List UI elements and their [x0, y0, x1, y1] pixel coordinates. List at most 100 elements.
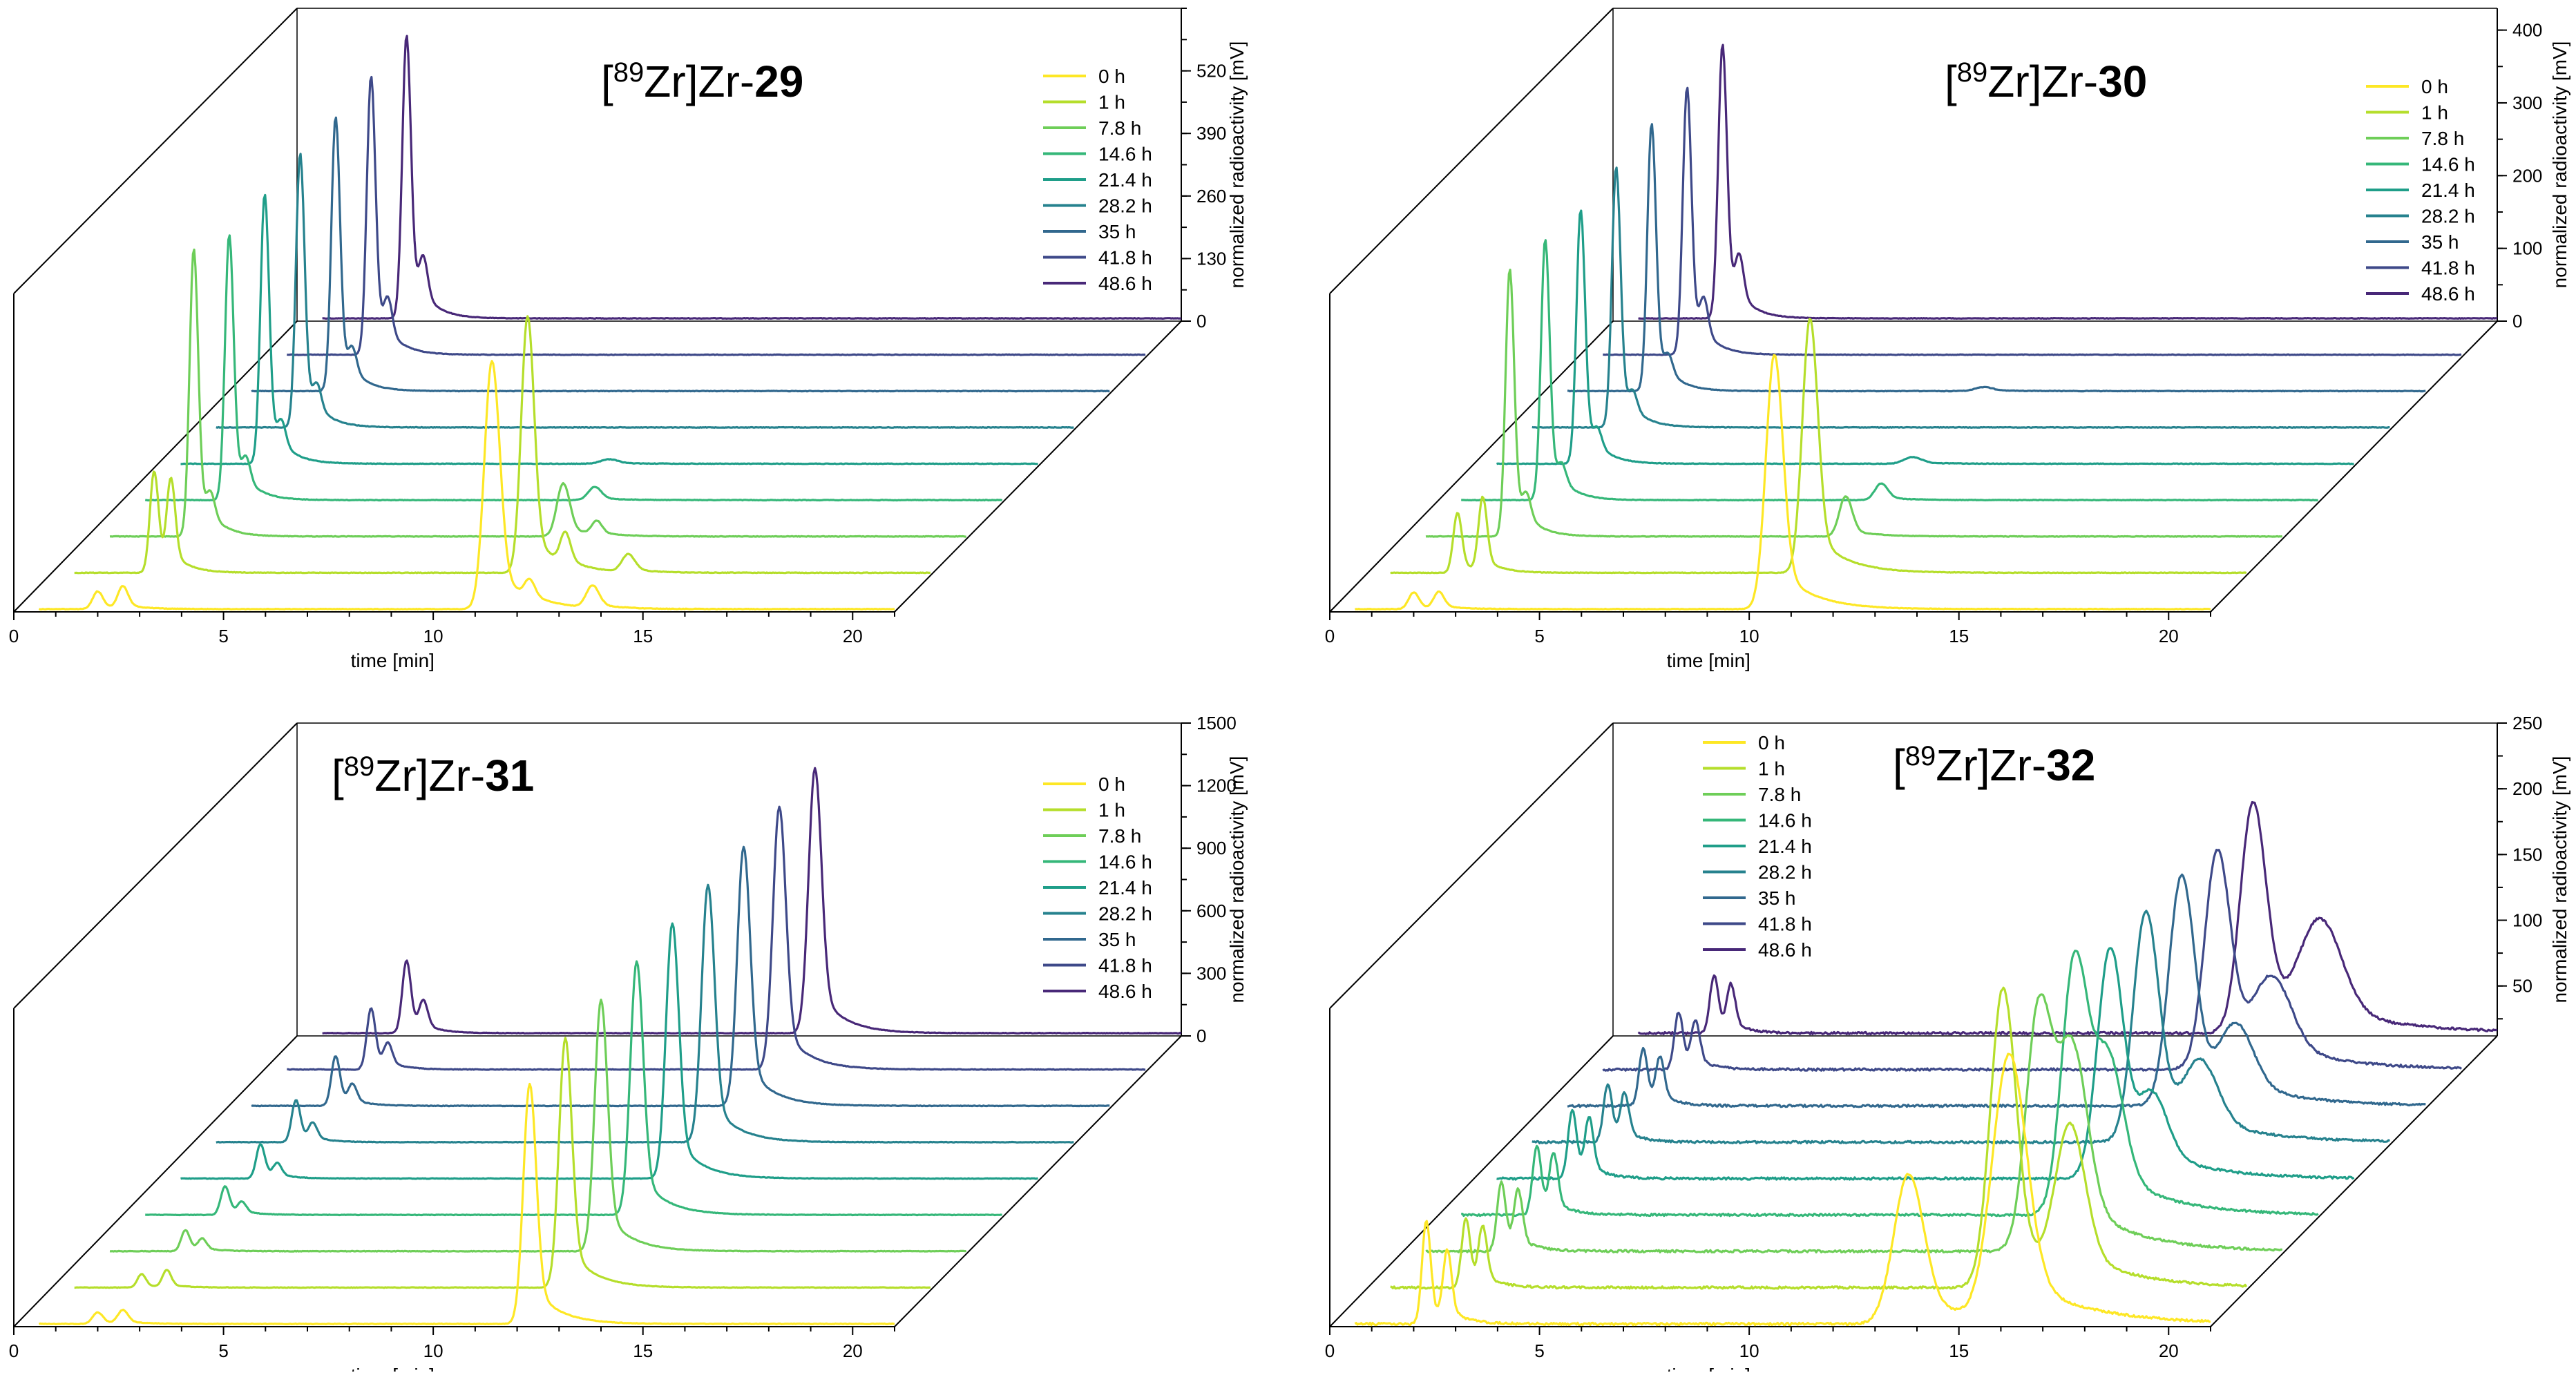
- x-tick-label: 20: [843, 1340, 863, 1361]
- floor-right-edge: [894, 320, 1182, 613]
- floor-right-edge: [2210, 320, 2498, 613]
- legend-label: 7.8 h: [1098, 117, 1141, 139]
- y-tick-label: 130: [1196, 248, 1226, 269]
- panel-32: 0 5 10 15 20 time [min] 50 100 150 200 250 normaliz…: [1325, 713, 2570, 1375]
- series-line-14-6-h: [145, 960, 1002, 1217]
- legend-label: 14.6 h: [1098, 144, 1152, 165]
- y-axis-title: normalized radioactivity [mV]: [2549, 756, 2570, 1003]
- series-line-21-4-h: [1496, 947, 2355, 1181]
- y-tick-label: 100: [2512, 910, 2542, 931]
- series-line-7-8-h: [109, 248, 966, 538]
- legend-label: 7.8 h: [2421, 128, 2464, 149]
- x-axis-title: time [min]: [1667, 1365, 1750, 1372]
- series-line-1-h: [74, 315, 931, 575]
- legend-label: 21.4 h: [1758, 836, 1812, 857]
- series-line-28-2-h: [216, 883, 1074, 1144]
- series-line-35-h: [251, 845, 1110, 1108]
- series-line-0-h: [1355, 354, 2211, 610]
- legend-label: 35 h: [1758, 887, 1796, 909]
- floor-left-edge: [1329, 320, 1614, 613]
- legend-label: 21.4 h: [2421, 180, 2475, 201]
- series-line-1-h: [1390, 318, 2247, 575]
- x-tick-label: 20: [2159, 626, 2179, 646]
- floor-left-edge: [13, 320, 298, 613]
- legend-label: 35 h: [2421, 231, 2459, 253]
- panel-31: 0 5 10 15 20 time [min] 0 300 600 900 1200 1500 norm…: [9, 713, 1248, 1375]
- legend-label: 48.6 h: [1758, 939, 1812, 961]
- series-line-35-h: [251, 116, 1110, 393]
- series-line-41-8-h: [287, 805, 1146, 1071]
- chart-title: [89Zr]Zr-29: [601, 57, 803, 106]
- series-line-7-8-h: [1425, 269, 2283, 538]
- x-tick-label: 0: [9, 1340, 19, 1361]
- floor-right-edge: [2210, 1035, 2498, 1327]
- legend-label: 28.2 h: [1098, 195, 1152, 217]
- chart-title: [89Zr]Zr-31: [332, 751, 534, 800]
- x-tick-label: 0: [1325, 1340, 1335, 1361]
- legend-label: 28.2 h: [1758, 862, 1812, 883]
- legend-label: 41.8 h: [1758, 914, 1812, 935]
- legend-label: 7.8 h: [1098, 825, 1141, 847]
- series-line-14-6-h: [1461, 239, 2318, 502]
- y-tick-label: 300: [2512, 93, 2542, 113]
- panel-29: 0 5 10 15 20 time [min] 0 130 260 390 520 normalize…: [9, 8, 1248, 671]
- y-tick-label: 300: [1196, 963, 1226, 983]
- floor-right-edge: [894, 1035, 1182, 1327]
- y-tick-label: 50: [2512, 976, 2532, 997]
- x-axis-title: time [min]: [351, 650, 435, 671]
- panel-30: 0 5 10 15 20 time [min] 0 100 200 300 400 normalize…: [1325, 8, 2570, 671]
- x-tick-label: 0: [1325, 626, 1335, 646]
- legend-label: 0 h: [2421, 76, 2448, 97]
- x-tick-label: 5: [218, 626, 228, 646]
- legend-label: 35 h: [1098, 221, 1136, 242]
- series-line-48-6-h: [1638, 44, 2498, 320]
- series-line-21-4-h: [180, 922, 1038, 1180]
- y-tick-label: 0: [1196, 1026, 1206, 1046]
- series-line-28-2-h: [216, 153, 1074, 429]
- series-line-14-6-h: [1461, 950, 2319, 1218]
- series-line-48-6-h: [322, 767, 1182, 1035]
- series-line-7-8-h: [1425, 993, 2283, 1253]
- x-tick-label: 5: [218, 1340, 228, 1361]
- wall-top-edge: [13, 8, 298, 294]
- x-tick-label: 15: [1949, 626, 1969, 646]
- series-line-1-h: [74, 1037, 931, 1289]
- series-line-7-8-h: [109, 999, 967, 1253]
- series-line-0-h: [38, 360, 895, 610]
- y-tick-label: 260: [1196, 186, 1226, 206]
- x-tick-label: 15: [633, 626, 653, 646]
- y-tick-label: 520: [1196, 61, 1226, 81]
- series-line-0-h: [38, 1082, 895, 1325]
- chart-title: [89Zr]Zr-30: [1945, 57, 2147, 106]
- series-line-21-4-h: [180, 193, 1038, 465]
- legend: 0 h 1 h 7.8 h 14.6 h 21.4 h 28.2 h 35 h 41.8 h 4…: [1703, 732, 1812, 961]
- series-line-28-2-h: [1532, 166, 2390, 429]
- series-line-0-h: [1354, 1052, 2211, 1327]
- legend-label: 48.6 h: [1098, 981, 1152, 1002]
- x-tick-label: 10: [1739, 1340, 1759, 1361]
- x-tick-label: 20: [2159, 1340, 2179, 1361]
- legend-label: 28.2 h: [1098, 903, 1152, 925]
- legend-label: 14.6 h: [1098, 852, 1152, 873]
- legend-label: 1 h: [2421, 102, 2448, 124]
- series-line-35-h: [1567, 123, 2426, 393]
- y-tick-label: 1200: [1196, 776, 1237, 796]
- legend-label: 41.8 h: [1098, 247, 1152, 269]
- series-line-28-2-h: [1532, 910, 2391, 1145]
- y-tick-label: 200: [2512, 165, 2542, 186]
- legend-label: 41.8 h: [1098, 955, 1152, 977]
- y-axis-title: normalized radioactivity [mV]: [1226, 756, 1248, 1003]
- wall-top-edge: [1329, 8, 1614, 294]
- legend-label: 41.8 h: [2421, 258, 2475, 279]
- floor-left-edge: [1329, 1035, 1614, 1327]
- x-tick-label: 5: [1534, 626, 1544, 646]
- x-tick-label: 10: [423, 1340, 443, 1361]
- y-tick-label: 600: [1196, 901, 1226, 921]
- y-axis-title: normalized radioactivity [mV]: [1226, 41, 1248, 289]
- y-tick-label: 390: [1196, 123, 1226, 144]
- legend-label: 0 h: [1758, 732, 1785, 753]
- y-tick-label: 150: [2512, 844, 2542, 865]
- y-tick-label: 900: [1196, 838, 1226, 858]
